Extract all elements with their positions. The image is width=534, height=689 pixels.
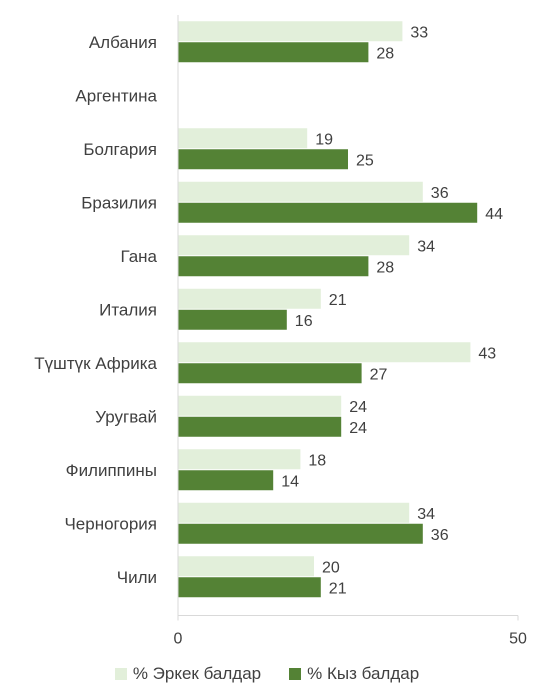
category-label: Гана xyxy=(120,247,157,266)
data-label: 43 xyxy=(478,345,496,362)
data-label: 24 xyxy=(349,399,367,416)
x-tick-label: 50 xyxy=(509,631,527,648)
data-label: 44 xyxy=(485,206,503,223)
axes: 0 50 xyxy=(174,15,527,648)
bar-girls xyxy=(178,42,369,63)
data-label: 21 xyxy=(329,580,347,597)
data-label: 36 xyxy=(431,527,449,544)
category-label: Албания xyxy=(89,33,157,52)
data-label: 21 xyxy=(329,292,347,309)
legend: % Эркек балдар % Кыз балдар xyxy=(0,664,534,684)
data-label: 19 xyxy=(315,131,333,148)
legend-label-girls: % Кыз балдар xyxy=(307,664,420,683)
x-tick-label: 0 xyxy=(174,631,183,648)
bar-boys xyxy=(178,395,342,416)
data-label: 36 xyxy=(431,185,449,202)
data-label: 24 xyxy=(349,420,367,437)
bar-boys xyxy=(178,21,403,42)
legend-swatch-girls xyxy=(289,668,302,680)
bar-boys xyxy=(178,128,308,149)
category-label: Болгария xyxy=(83,140,157,159)
category-labels: Албания Аргентина Болгария Бразилия Гана Итал… xyxy=(34,33,157,587)
bar-girls xyxy=(178,470,274,491)
category-label: Чили xyxy=(117,568,157,587)
bar-chart: Албания Аргентина Болгария Бразилия Гана Итал… xyxy=(34,15,527,648)
data-label: 18 xyxy=(308,452,326,469)
data-label: 34 xyxy=(417,506,435,523)
category-label: Бразилия xyxy=(81,193,157,212)
data-label: 16 xyxy=(295,313,313,330)
bar-girls xyxy=(178,149,348,170)
bar-girls xyxy=(178,256,369,277)
data-label: 25 xyxy=(356,152,374,169)
data-label: 14 xyxy=(281,473,299,490)
bar-boys xyxy=(178,181,423,202)
bar-boys xyxy=(178,288,321,309)
bar-girls xyxy=(178,309,287,330)
legend-item-girls: % Кыз балдар xyxy=(289,664,419,684)
data-label: 28 xyxy=(376,259,394,276)
data-label: 34 xyxy=(417,238,435,255)
category-label: Түштүк Африка xyxy=(34,354,157,373)
category-label: Италия xyxy=(99,300,157,319)
bar-girls xyxy=(178,363,362,384)
bar-boys xyxy=(178,502,410,523)
bars xyxy=(178,21,478,598)
data-label: 27 xyxy=(370,366,388,383)
bar-boys xyxy=(178,235,410,256)
category-label: Уругвай xyxy=(95,407,157,426)
bar-boys xyxy=(178,449,301,470)
data-label: 33 xyxy=(410,24,428,41)
bar-girls xyxy=(178,416,342,437)
legend-item-boys: % Эркек балдар xyxy=(114,664,262,684)
bar-girls xyxy=(178,577,321,598)
legend-swatch-boys xyxy=(114,668,127,680)
category-label: Аргентина xyxy=(75,86,157,105)
data-label: 20 xyxy=(322,559,340,576)
bar-boys xyxy=(178,556,314,577)
category-label: Филиппины xyxy=(66,461,157,480)
category-label: Черногория xyxy=(64,514,157,533)
bar-girls xyxy=(178,523,423,544)
bar-girls xyxy=(178,202,478,223)
legend-label-boys: % Эркек балдар xyxy=(132,664,262,683)
data-label: 28 xyxy=(376,45,394,62)
bar-boys xyxy=(178,342,471,363)
